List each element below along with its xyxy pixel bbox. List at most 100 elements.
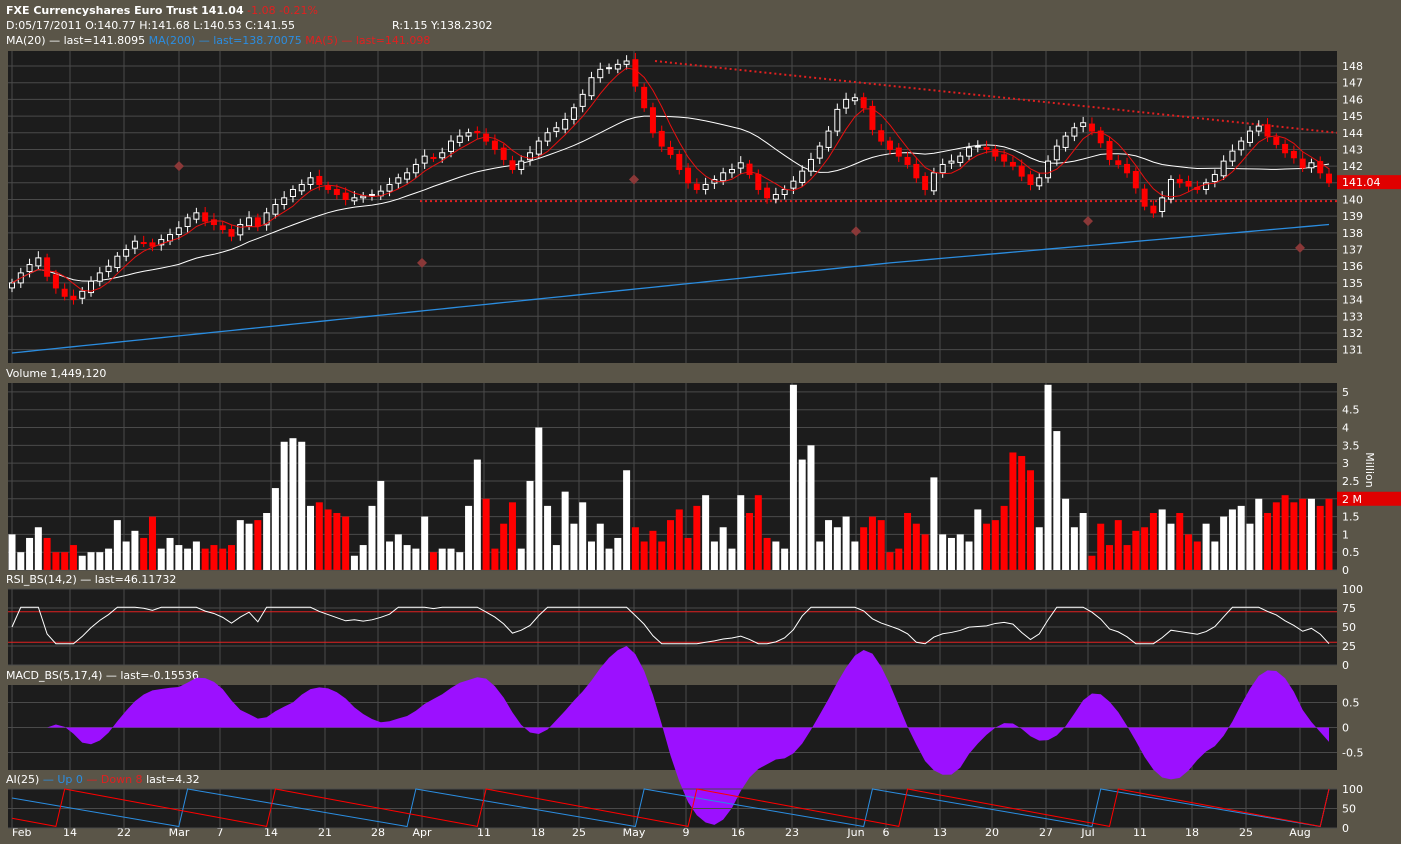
candle-body — [105, 265, 112, 273]
candle-body — [1229, 150, 1236, 162]
candle-body — [764, 187, 771, 199]
volume-bar — [368, 505, 376, 570]
volume-bar — [939, 534, 947, 570]
macd-tick-label: -0.5 — [1342, 747, 1363, 760]
volume-bar — [122, 541, 130, 570]
volume-bar — [579, 502, 587, 570]
high-label: H: — [139, 19, 152, 32]
candle-body — [1036, 177, 1043, 187]
x-tick-label: 6 — [883, 826, 890, 839]
volume-tick-label: 1.5 — [1342, 511, 1360, 524]
volume-bar — [271, 488, 279, 570]
chart-title: FXE Currencyshares Euro Trust — [6, 4, 198, 17]
x-tick-label: 11 — [477, 826, 491, 839]
candle-body — [1141, 188, 1148, 207]
volume-bar — [1307, 498, 1315, 570]
volume-bar — [1316, 505, 1324, 570]
candle-body — [728, 168, 735, 174]
volume-bar — [473, 459, 481, 570]
x-tick-label: May — [623, 826, 646, 839]
volume-bar — [605, 548, 613, 570]
candle-body — [535, 140, 542, 155]
candle-body — [448, 140, 454, 152]
volume-bar — [394, 534, 402, 570]
candle-body — [895, 147, 902, 157]
volume-bar — [851, 541, 859, 570]
volume-bar — [377, 480, 385, 570]
volume-bar — [1062, 498, 1070, 570]
candle-body — [1071, 127, 1078, 137]
candle-body — [88, 280, 95, 294]
volume-bar — [614, 537, 622, 570]
volume-bar — [96, 552, 104, 570]
y-value: 138.2302 — [439, 19, 493, 32]
volume-bar — [912, 523, 920, 570]
volume-bar — [456, 552, 464, 570]
price-tick-label: 140 — [1342, 193, 1363, 206]
volume-bar — [1106, 545, 1113, 570]
candle-body — [333, 188, 340, 195]
volume-bar — [517, 548, 525, 570]
volume-bar — [1053, 431, 1061, 570]
candle-body — [386, 183, 393, 192]
candle-body — [860, 97, 867, 109]
rsi-tick-label: 50 — [1342, 621, 1356, 634]
candle-body — [825, 130, 832, 148]
volume-bar — [816, 541, 824, 570]
candle-body — [1326, 173, 1332, 184]
volume-bar — [52, 552, 60, 570]
candle-body — [289, 188, 296, 197]
volume-tick-label: 3.5 — [1342, 439, 1360, 452]
candle-body — [456, 135, 463, 143]
volume-bar — [930, 477, 938, 570]
candle-body — [807, 158, 814, 172]
ai-panel-label: AI(25) — Up 0 — Down 8 last=4.32 — [6, 773, 200, 786]
volume-bar — [798, 459, 806, 570]
candle-body — [219, 225, 226, 231]
candle-body — [816, 145, 823, 159]
candle-body — [1246, 130, 1253, 143]
candle-body — [887, 140, 893, 150]
candle-body — [360, 195, 367, 199]
volume-bar — [508, 502, 516, 570]
candle-body — [1264, 124, 1271, 137]
volume-bar — [491, 548, 499, 570]
candle-body — [325, 185, 332, 190]
candle-body — [254, 217, 261, 227]
candle-body — [799, 170, 806, 183]
ma5-legend: MA(5) — last=141.098 — [305, 34, 431, 47]
candle-body — [158, 239, 165, 246]
price-tick-label: 133 — [1342, 310, 1363, 323]
x-tick-label: 20 — [985, 826, 999, 839]
candle-body — [184, 217, 191, 228]
candle-body — [465, 132, 472, 137]
macd-panel-label: MACD_BS(5,17,4) — last=-0.15536 — [6, 669, 199, 682]
candle-body — [746, 163, 753, 175]
volume-bar — [1325, 498, 1333, 570]
volume-tick-label: 5 — [1342, 386, 1349, 399]
volume-bar — [789, 384, 797, 570]
ai-tick-label: 100 — [1342, 783, 1363, 796]
candle-body — [1211, 173, 1218, 182]
candle-body — [44, 257, 51, 277]
range-label: R: — [391, 19, 403, 32]
close-label: C: — [245, 19, 257, 32]
panel-price — [8, 51, 1337, 363]
volume-bar — [1123, 545, 1131, 570]
volume-bar — [965, 541, 973, 570]
candle-body — [1080, 122, 1087, 127]
volume-bar — [833, 527, 841, 570]
volume-bar — [1193, 541, 1201, 570]
volume-bar — [1290, 502, 1298, 570]
volume-bar — [43, 537, 51, 570]
candle-body — [351, 197, 358, 202]
candle-body — [966, 147, 973, 157]
volume-bar — [263, 513, 271, 570]
volume-bar — [113, 520, 121, 570]
volume-bar — [157, 548, 165, 570]
price-tick-label: 147 — [1342, 77, 1363, 90]
volume-bar — [658, 541, 666, 570]
candle-body — [193, 212, 200, 220]
candle-body — [755, 173, 762, 190]
candle-body — [412, 163, 419, 174]
